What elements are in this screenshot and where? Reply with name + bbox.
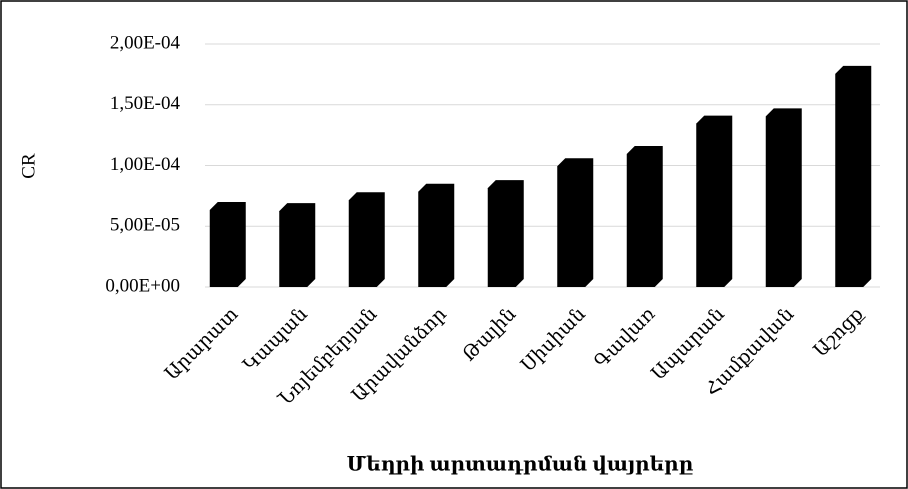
bar — [765, 108, 802, 288]
y-tick-label: 1,50E-04 — [110, 93, 181, 114]
y-axis-label: CR — [18, 153, 39, 179]
y-tick-label: 2,00E-04 — [110, 32, 181, 53]
bar — [348, 192, 385, 287]
x-axis-label: Մեղրի արտադրման վայրերը — [347, 454, 694, 476]
bar — [209, 201, 246, 287]
bar — [835, 65, 872, 288]
y-tick-label: 0,00E+00 — [105, 275, 180, 296]
bar — [487, 180, 524, 287]
bar — [279, 203, 316, 287]
y-tick-label: 5,00E-05 — [110, 215, 180, 236]
bar — [626, 146, 663, 287]
bar — [696, 115, 733, 287]
bar — [557, 158, 594, 287]
y-tick-label: 1,00E-04 — [110, 154, 181, 175]
bar — [418, 183, 455, 287]
